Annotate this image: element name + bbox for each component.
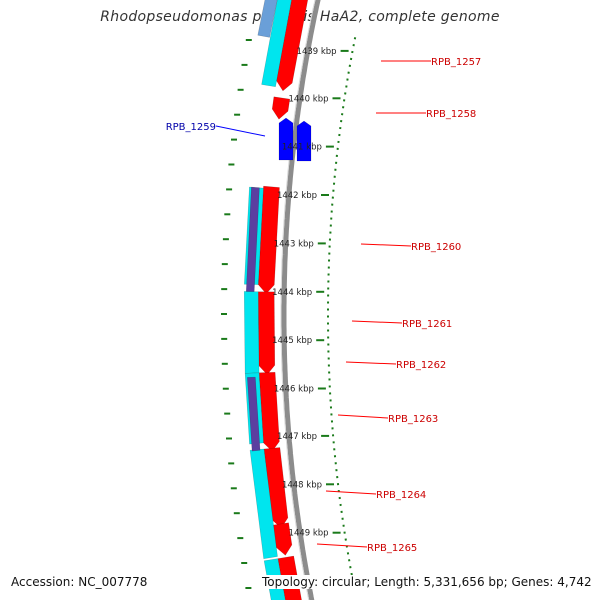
reverse-cds-1 (278, 117, 294, 161)
gene-label-leader (316, 543, 368, 548)
gene-label-leader (337, 414, 389, 419)
scale-tick-label: 1446 kbp (274, 385, 314, 395)
gene-label: RPB_1260 (411, 242, 461, 253)
accession-text: Accession: NC_007778 (9, 575, 150, 589)
purple-feature-1 (245, 186, 260, 292)
cyan-feature-1 (261, 0, 292, 87)
cyan-feature-3 (243, 291, 260, 374)
purple-feature-2 (247, 376, 261, 452)
backbone-highlight (280, 0, 316, 600)
gene-label: RPB_1262 (396, 360, 446, 371)
gene-label: RPB_1261 (402, 319, 452, 330)
forward-cds-3 (258, 185, 280, 295)
forward-cds-7 (272, 522, 293, 556)
gene-label: RPB_1258 (426, 109, 476, 120)
scale-tick-label: 1444 kbp (272, 288, 312, 298)
gene-label: RPB_1264 (376, 490, 426, 501)
forward-cds-2 (271, 96, 291, 120)
scale-tick-label: 1447 kbp (277, 432, 317, 442)
reverse-cds-2 (296, 120, 312, 162)
scale-tick-label: 1443 kbp (274, 239, 314, 249)
topology-text: Topology: circular; Length: 5,331,656 bp… (259, 575, 595, 589)
scale-tick-label: 1445 kbp (272, 336, 312, 346)
gene-label-leader (325, 490, 377, 495)
gene-label: RPB_1257 (431, 57, 481, 68)
gene-label-leader (351, 320, 403, 324)
backbone-line (281, 0, 321, 600)
scale-tick-label: 1441 kbp (282, 143, 322, 153)
scale-tick-label: 1448 kbp (282, 480, 322, 490)
scale-track (327, 37, 357, 592)
scale-tick-label: 1439 kbp (297, 47, 337, 57)
forward-cds-6 (263, 447, 289, 529)
gene-label-leader (360, 243, 412, 247)
scale-tick-label: 1442 kbp (277, 191, 317, 201)
forward-cds-1 (276, 0, 309, 92)
forward-cds-5 (258, 371, 280, 452)
gene-label-leader (215, 125, 266, 137)
gene-label: RPB_1265 (367, 543, 417, 554)
top-blue-feature (257, 0, 278, 38)
gene-label: RPB_1263 (388, 414, 438, 425)
gene-label: RPB_1259 (166, 122, 216, 133)
forward-cds-4 (257, 291, 276, 375)
scale-tick-label: 1440 kbp (288, 94, 328, 104)
scale-tick-label: 1449 kbp (289, 529, 329, 539)
gene-label-leader (345, 361, 397, 365)
